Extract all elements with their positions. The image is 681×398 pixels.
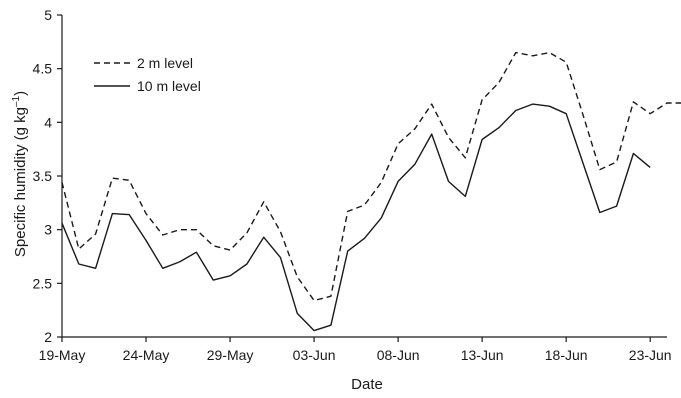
y-tick-label: 3 — [44, 222, 52, 238]
legend: 2 m level 10 m level — [94, 55, 201, 94]
y-axis-title-close: ) — [12, 91, 29, 96]
x-tick-label: 19-May — [39, 347, 86, 363]
y-tick-label: 2.5 — [33, 275, 53, 291]
y-tick-label: 2 — [44, 329, 52, 345]
y-axis-title: Specific humidity (g kg–1) — [11, 91, 29, 257]
legend-label-10m: 10 m level — [137, 78, 201, 94]
y-tick-label: 3.5 — [33, 168, 53, 184]
x-axis: 19-May 24-May 29-May 03-Jun 08-Jun 13-Jun 18-J… — [39, 336, 672, 363]
y-axis: 2 2.5 3 3.5 4 4.5 5 — [33, 7, 63, 345]
y-tick-label: 4.5 — [33, 61, 53, 77]
series-line-2m — [61, 51, 681, 302]
x-tick-label: 24-May — [123, 347, 170, 363]
y-axis-title-main: Specific humidity (g kg — [12, 107, 29, 257]
y-tick-label: 4 — [44, 114, 52, 130]
y-tick-label: 5 — [44, 7, 52, 23]
x-tick-label: 08-Jun — [377, 347, 420, 363]
x-tick-label: 29-May — [207, 347, 254, 363]
x-tick-label: 13-Jun — [461, 347, 504, 363]
x-tick-label: 03-Jun — [293, 347, 336, 363]
series-line-10m — [61, 103, 651, 332]
x-tick-label: 23-Jun — [629, 347, 672, 363]
legend-label-2m: 2 m level — [137, 55, 193, 71]
y-axis-title-exponent: –1 — [11, 95, 22, 107]
series-layer — [61, 51, 681, 332]
x-tick-label: 18-Jun — [545, 347, 588, 363]
x-axis-title: Date — [351, 376, 383, 393]
